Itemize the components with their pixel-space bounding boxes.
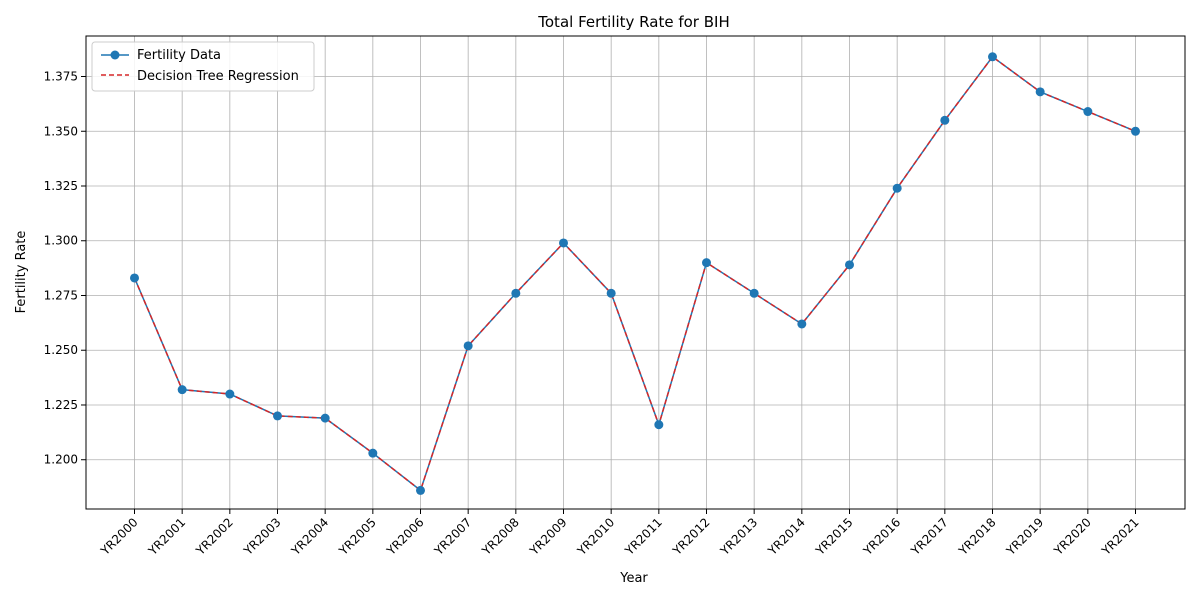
data-point-fertility-data (1035, 87, 1045, 97)
legend-marker-fertility-data (110, 50, 120, 60)
data-point-fertility-data (845, 260, 854, 270)
y-tick-label: 1.350 (44, 124, 78, 138)
x-tick-label: YR2004 (288, 515, 331, 558)
chart-title: Total Fertility Rate for BIH (537, 13, 729, 31)
x-tick-label: YR2014 (765, 515, 808, 558)
series-line-fertility-data (133, 55, 1136, 492)
x-tick-label: YR2006 (383, 515, 426, 558)
legend: Fertility Data Decision Tree Regression (91, 41, 315, 92)
data-point-fertility-data (225, 389, 235, 399)
legend-label-fertility-data: Fertility Data (137, 48, 221, 63)
x-tick-label: YR2012 (669, 515, 712, 558)
data-point-fertility-data (273, 411, 282, 421)
x-tick-label: YR2017 (908, 515, 951, 558)
x-tick-label: YR2019 (1003, 515, 1046, 558)
data-point-fertility-data (749, 288, 759, 298)
data-point-fertility-data (606, 288, 616, 298)
grid (86, 36, 1185, 509)
series-line-decision-tree-regression (133, 55, 1136, 492)
data-point-fertility-data (797, 319, 807, 329)
data-point-fertility-data (320, 413, 330, 423)
y-tick-label: 1.225 (44, 398, 78, 412)
x-tick-label: YR2016 (860, 515, 903, 558)
data-point-fertility-data (892, 183, 902, 193)
x-axis-label: Year (619, 571, 648, 586)
data-point-fertility-data (368, 448, 378, 458)
data-point-fertility-data (416, 485, 425, 495)
data-point-fertility-data (511, 288, 521, 298)
x-tick-label: YR2008 (479, 515, 522, 558)
y-axis-label: Fertility Rate (14, 231, 29, 314)
x-tick-label: YR2007 (431, 515, 474, 558)
plot-frame (85, 35, 1186, 510)
x-tick-label: YR2003 (240, 515, 283, 558)
x-tick-label: YR2013 (717, 515, 760, 558)
data-point-fertility-data (177, 385, 187, 395)
axes: YR2000 YR2001 YR2002 YR2003 YR2004 YR2005 YR20… (44, 70, 1142, 559)
x-tick-label: YR2002 (193, 515, 236, 558)
y-tick-label: 1.275 (44, 288, 78, 302)
y-tick-label: 1.300 (44, 234, 78, 248)
data-point-fertility-data (988, 52, 997, 62)
x-tick-label: YR2001 (145, 515, 188, 558)
data-point-fertility-data (654, 420, 664, 430)
data-point-fertility-data (702, 258, 711, 268)
series-layer (130, 52, 1140, 495)
data-point-fertility-data (940, 115, 950, 125)
x-tick-label: YR2005 (336, 515, 379, 558)
data-point-fertility-data (130, 273, 139, 283)
y-tick-label: 1.250 (44, 343, 78, 357)
data-point-fertility-data (1131, 126, 1140, 136)
x-tick-label: YR2021 (1098, 515, 1141, 558)
x-tick-label: YR2010 (574, 515, 617, 558)
legend-box (91, 41, 315, 92)
legend-label-decision-tree: Decision Tree Regression (137, 69, 299, 84)
x-tick-label: YR2009 (526, 515, 569, 558)
x-tick-label: YR2018 (955, 515, 998, 558)
x-tick-label: YR2015 (812, 515, 855, 558)
y-tick-label: 1.325 (44, 179, 78, 193)
data-point-fertility-data (463, 341, 473, 351)
data-point-fertility-data (1083, 107, 1093, 117)
y-tick-label: 1.375 (44, 70, 78, 84)
x-tick-label: YR2020 (1051, 515, 1094, 558)
x-tick-label: YR2000 (97, 515, 140, 558)
x-tick-label: YR2011 (622, 515, 665, 558)
y-tick-label: 1.200 (44, 453, 78, 467)
data-point-fertility-data (559, 238, 568, 248)
